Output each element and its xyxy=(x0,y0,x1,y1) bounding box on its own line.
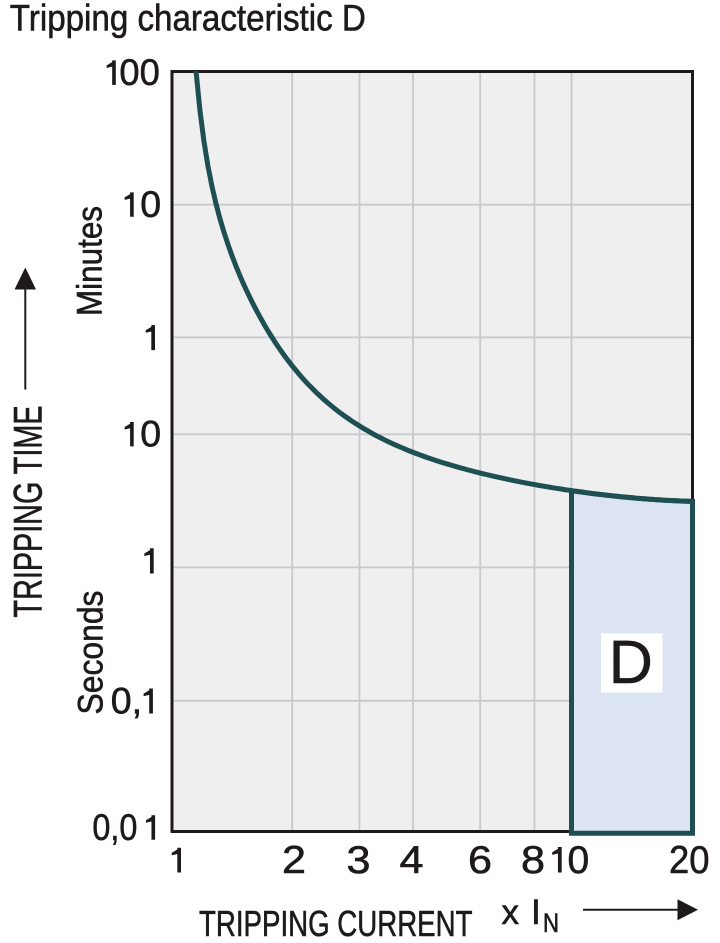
svg-text:x: x xyxy=(502,893,520,932)
svg-text:TRIPPING TIME: TRIPPING TIME xyxy=(7,406,51,618)
svg-text:TRIPPING CURRENT: TRIPPING CURRENT xyxy=(199,903,473,943)
svg-text:6: 6 xyxy=(468,839,492,882)
svg-text:Tripping characteristic D: Tripping characteristic D xyxy=(10,0,366,39)
svg-text:4: 4 xyxy=(400,839,424,882)
svg-text:0: 0 xyxy=(140,183,161,225)
svg-text:20: 20 xyxy=(669,839,710,882)
svg-text:Minutes: Minutes xyxy=(71,206,110,316)
svg-text:I: I xyxy=(531,892,541,932)
svg-text:N: N xyxy=(543,908,559,938)
svg-text:3: 3 xyxy=(347,839,371,882)
svg-text:0: 0 xyxy=(140,412,161,454)
svg-text:D: D xyxy=(609,628,653,696)
svg-text:0,0: 0,0 xyxy=(92,806,137,848)
svg-text:0: 0 xyxy=(568,839,590,882)
svg-text:0,: 0, xyxy=(111,680,142,722)
svg-text:Seconds: Seconds xyxy=(72,591,111,715)
svg-text:2: 2 xyxy=(282,839,306,882)
svg-text:8: 8 xyxy=(521,839,545,882)
svg-text:00: 00 xyxy=(119,51,159,93)
